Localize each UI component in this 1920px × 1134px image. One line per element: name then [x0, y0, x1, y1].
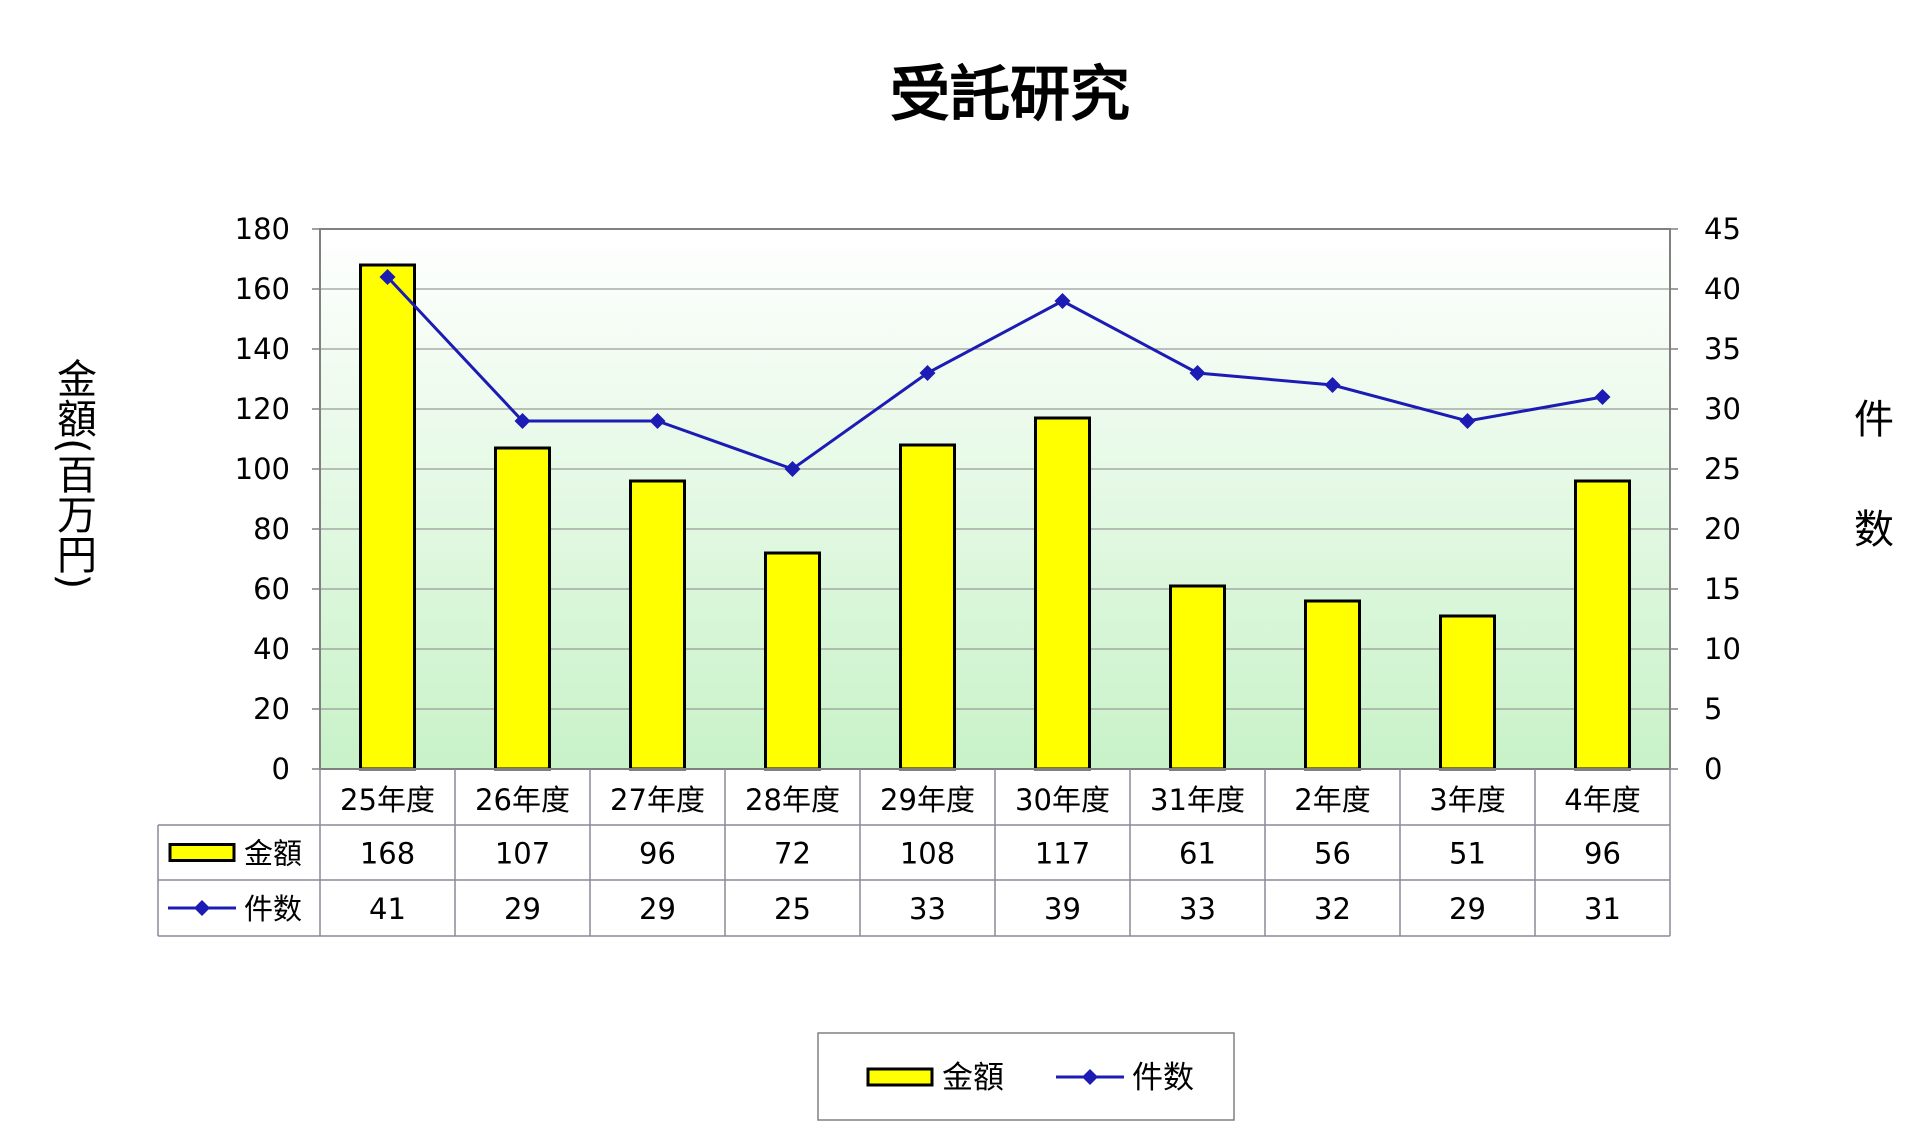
y-axis-ticks: 0 20 40 60 80 100 120 140 160 180: [235, 212, 320, 786]
line-point: [1459, 413, 1476, 429]
table-key-bar: [168, 843, 236, 862]
y-tick-label: 40: [253, 632, 290, 666]
table-cell: 108: [900, 837, 955, 871]
y2-tick-label: 15: [1704, 572, 1741, 606]
category-label: 2年度: [1294, 783, 1370, 817]
bar: [1439, 614, 1496, 771]
line-point: [379, 269, 396, 285]
legend: 金額 件数: [817, 1032, 1235, 1121]
table-cell: 25: [774, 892, 811, 926]
y-tick-label: 160: [235, 272, 290, 306]
y2-tick-label: 5: [1704, 692, 1722, 726]
category-label: 27年度: [610, 783, 705, 817]
category-label: 4年度: [1564, 783, 1640, 817]
line-point: [1324, 377, 1341, 393]
table-cell: 39: [1044, 892, 1081, 926]
table-cell: 61: [1179, 837, 1216, 871]
bar: [1574, 479, 1631, 771]
table-cell: 117: [1035, 837, 1090, 871]
table-cell: 31: [1584, 892, 1621, 926]
category-label: 29年度: [880, 783, 975, 817]
bar: [359, 263, 416, 771]
table-series-name: 件数: [244, 892, 302, 926]
table-cell: 96: [639, 837, 676, 871]
y2-tick-label: 25: [1704, 452, 1741, 486]
y2-tick-label: 45: [1704, 212, 1741, 246]
category-label: 25年度: [340, 783, 435, 817]
legend-label: 件数: [1132, 1060, 1194, 1096]
table-cell: 96: [1584, 837, 1621, 871]
table-cell: 72: [774, 837, 811, 871]
table-key-marker: [194, 900, 210, 916]
table-cell: 32: [1314, 892, 1351, 926]
bar: [494, 446, 551, 771]
table-cell: 29: [504, 892, 541, 926]
category-label: 28年度: [745, 783, 840, 817]
table-cell: 33: [1179, 892, 1216, 926]
table-cell: 168: [360, 837, 415, 871]
y2-axis-ticks: 0 5 10 15 20 25 30 35 40 45: [1670, 212, 1741, 786]
line-series: [379, 269, 1611, 477]
table-cell: 41: [369, 892, 406, 926]
legend-key-marker: [1082, 1069, 1098, 1085]
line-point: [919, 365, 936, 381]
table-cell: 29: [1449, 892, 1486, 926]
bar: [899, 443, 956, 771]
legend-key-bar: [866, 1067, 934, 1087]
y-tick-label: 180: [235, 212, 290, 246]
category-label: 31年度: [1150, 783, 1245, 817]
category-label: 26年度: [475, 783, 570, 817]
table-series-name: 金額: [244, 837, 302, 871]
category-label: 3年度: [1429, 783, 1505, 817]
y-tick-label: 80: [253, 512, 290, 546]
y-tick-label: 120: [235, 392, 290, 426]
table-cell: 29: [639, 892, 676, 926]
table-cell: 56: [1314, 837, 1351, 871]
line-point: [649, 413, 666, 429]
bar: [629, 479, 686, 771]
y2-tick-label: 20: [1704, 512, 1741, 546]
y2-axis-title: 件数: [1847, 398, 1893, 618]
y2-tick-label: 0: [1704, 752, 1722, 786]
y2-tick-label: 10: [1704, 632, 1741, 666]
y-tick-label: 0: [272, 752, 290, 786]
bar: [1034, 416, 1091, 771]
series-line: [386, 275, 1603, 471]
line-point: [514, 413, 531, 429]
bar: [1304, 599, 1361, 771]
y-tick-label: 20: [253, 692, 290, 726]
table-cell: 51: [1449, 837, 1486, 871]
y-tick-label: 100: [235, 452, 290, 486]
y2-tick-label: 40: [1704, 272, 1741, 306]
line-point: [1054, 293, 1071, 309]
y-axis-title: 金額(百万円): [50, 358, 96, 589]
category-label: 30年度: [1015, 783, 1110, 817]
table-cell: 33: [909, 892, 946, 926]
line-point: [784, 461, 801, 477]
chart-title: 受託研究: [890, 60, 1130, 130]
bar: [1169, 584, 1226, 771]
y-tick-label: 140: [235, 332, 290, 366]
bar-series: [359, 263, 1631, 771]
y-tick-label: 60: [253, 572, 290, 606]
line-point: [1594, 389, 1611, 405]
bar: [764, 551, 821, 771]
legend-label: 金額: [942, 1060, 1004, 1096]
table-cell: 107: [495, 837, 550, 871]
line-point: [1189, 365, 1206, 381]
y2-tick-label: 30: [1704, 392, 1741, 426]
y2-tick-label: 35: [1704, 332, 1741, 366]
